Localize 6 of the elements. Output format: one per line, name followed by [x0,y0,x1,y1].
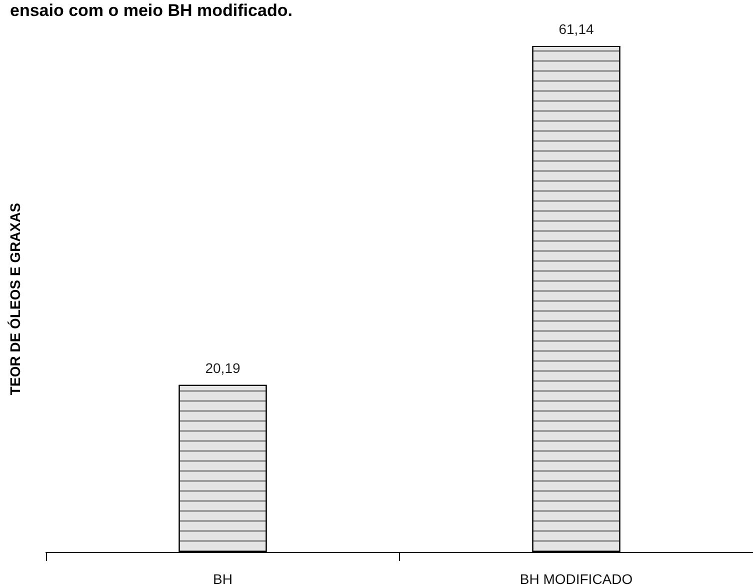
data-label: 20,19 [205,360,240,376]
y-axis-title: TEOR DE ÓLEOS E GRAXAS [7,202,23,396]
text: ensaio com o meio BH modificado. [10,1,292,20]
x-tick-label: BH [213,571,232,586]
data-label: 61,14 [558,21,594,37]
x-tick-label: BH MODIFICADO [520,571,633,586]
